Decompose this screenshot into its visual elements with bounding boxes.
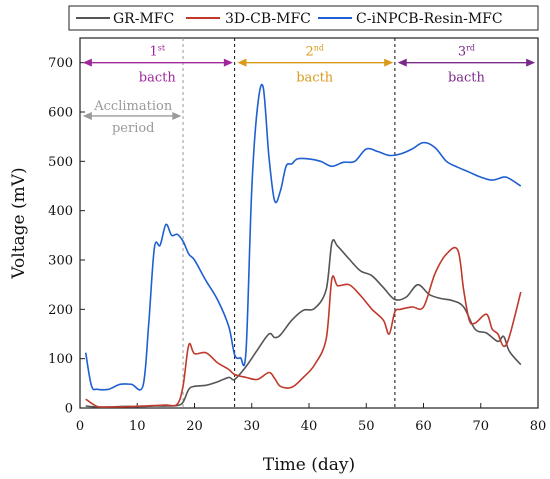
x-tick-label: 50 [358,419,375,434]
x-tick-label: 30 [243,419,260,434]
series-line-3d-cb-mfc [85,246,522,409]
acclimation-arrowhead-right [172,111,182,120]
batch2-arrowhead-left [237,58,247,67]
series-line-gr-mfc [85,239,522,408]
batch3-arrowhead-left [397,58,407,67]
axis-ticks: 0 10 20 30 40 50 60 70 80 0 100 200 300 400 500 600 700 [48,56,546,434]
plot-frame [79,37,539,409]
acclimation-arrowhead-left [82,111,92,120]
y-tick-label: 400 [48,204,73,219]
batch2-number: 2 [305,45,313,60]
batch1-arrowhead-left [82,58,92,67]
batch3-arrowhead-right [526,58,536,67]
legend-label-gr: GR-MFC [113,11,174,27]
batch1-label: 1st [149,44,165,60]
x-tick-label: 80 [530,419,547,434]
y-tick-label: 200 [48,303,73,318]
x-tick-label: 40 [301,419,318,434]
legend-label-3dcb: 3D-CB-MFC [225,11,311,27]
batch2-word: bacth [296,71,334,86]
series-line-c-inpcb-resin-mfc [84,83,522,391]
acclimation-label-line2: period [112,121,155,136]
batch3-label: 3rd [458,44,475,60]
x-tick-label: 0 [76,419,84,434]
x-tick-label: 10 [129,419,146,434]
y-tick-label: 100 [48,352,73,367]
batch1-word: bacth [139,71,177,86]
batch2-label: 2nd [305,44,324,60]
y-tick-label: 600 [48,106,73,121]
y-tick-label: 300 [48,254,73,269]
x-tick-label: 20 [186,419,203,434]
y-tick-label: 0 [65,402,73,417]
x-axis-title: Time (day) [263,455,355,475]
legend-box [68,5,539,31]
series-group [84,83,522,409]
batch1-number: 1 [149,45,157,60]
batch-divider-lines [182,38,396,408]
acclimation-label-line1: Acclimation [93,99,173,114]
y-tick-label: 500 [48,155,73,170]
batch1-arrowhead-right [223,58,233,67]
y-tick-label: 700 [48,56,73,71]
batch1-suffix: st [158,44,166,53]
batch3-number: 3 [458,45,466,60]
batch2-suffix: nd [314,44,324,53]
x-tick-label: 60 [415,419,432,434]
batch2-arrowhead-right [384,58,394,67]
legend: GR-MFC 3D-CB-MFC C-iNPCB-Resin-MFC [68,5,539,31]
legend-label-cinpcb: C-iNPCB-Resin-MFC [356,11,503,27]
x-tick-label: 70 [472,419,489,434]
batch3-word: bacth [448,71,486,86]
batch-annotations: 1st bacth 2nd bacth 3rd bacth Acclimatio… [82,44,536,136]
batch3-suffix: rd [466,44,475,53]
y-axis-title: Voltage (mV) [9,167,29,279]
